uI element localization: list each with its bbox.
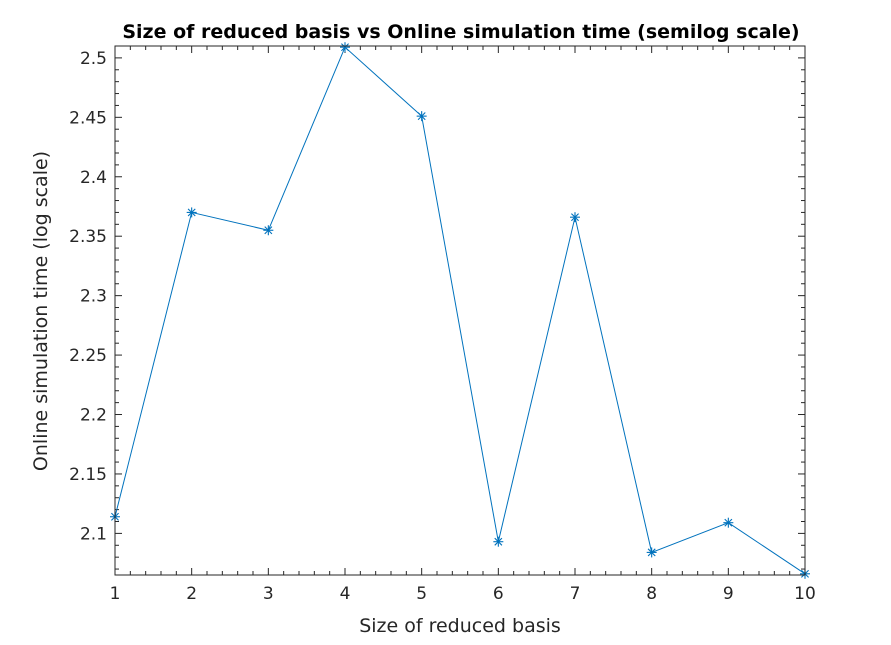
data-point-7 — [570, 212, 580, 223]
x-axis: 1 2 3 4 5 6 7 8 9 10 — [110, 46, 816, 604]
x-tick-label: 4 — [340, 584, 351, 604]
x-tick-label: 1 — [110, 584, 121, 604]
x-axis-label: Size of reduced basis — [359, 615, 561, 637]
y-tick-label: 2.4 — [80, 168, 107, 188]
data-point-3 — [263, 225, 274, 236]
data-point-9 — [723, 517, 734, 528]
x-tick-label: 6 — [493, 584, 504, 604]
y-tick-label: 2.1 — [80, 524, 107, 544]
data-point-2 — [186, 207, 197, 218]
x-tick-label: 8 — [646, 584, 657, 604]
y-tick-label: 2.3 — [80, 287, 107, 307]
series-line-0 — [114, 46, 806, 575]
plot-frame — [114, 45, 806, 576]
x-tick-label: 2 — [186, 584, 197, 604]
x-axis-minor-ticks — [129, 46, 791, 575]
y-axis-label: Online simulation time (log scale) — [30, 151, 52, 471]
y-axis: 2.1 2.15 2.2 2.25 2.3 2.35 2.4 2.45 2.5 — [69, 49, 805, 544]
series-layer — [110, 42, 810, 579]
y-tick-label: 2.45 — [69, 108, 107, 128]
chart-title: Size of reduced basis vs Online simulati… — [122, 21, 799, 43]
data-point-6 — [493, 536, 504, 547]
x-tick-label: 7 — [570, 584, 581, 604]
y-tick-label: 2.15 — [69, 465, 107, 485]
y-tick-label: 2.25 — [69, 346, 107, 366]
y-tick-label: 2.2 — [80, 406, 107, 426]
x-tick-label: 10 — [794, 584, 816, 604]
y-tick-label: 2.35 — [69, 227, 107, 247]
plot-area — [115, 46, 805, 575]
data-point-5 — [416, 111, 427, 122]
y-tick-label: 2.5 — [80, 49, 107, 69]
data-point-4 — [340, 42, 350, 53]
x-tick-label: 3 — [263, 584, 274, 604]
data-point-8 — [646, 547, 657, 558]
x-tick-label: 5 — [416, 584, 427, 604]
x-tick-label: 9 — [723, 584, 734, 604]
